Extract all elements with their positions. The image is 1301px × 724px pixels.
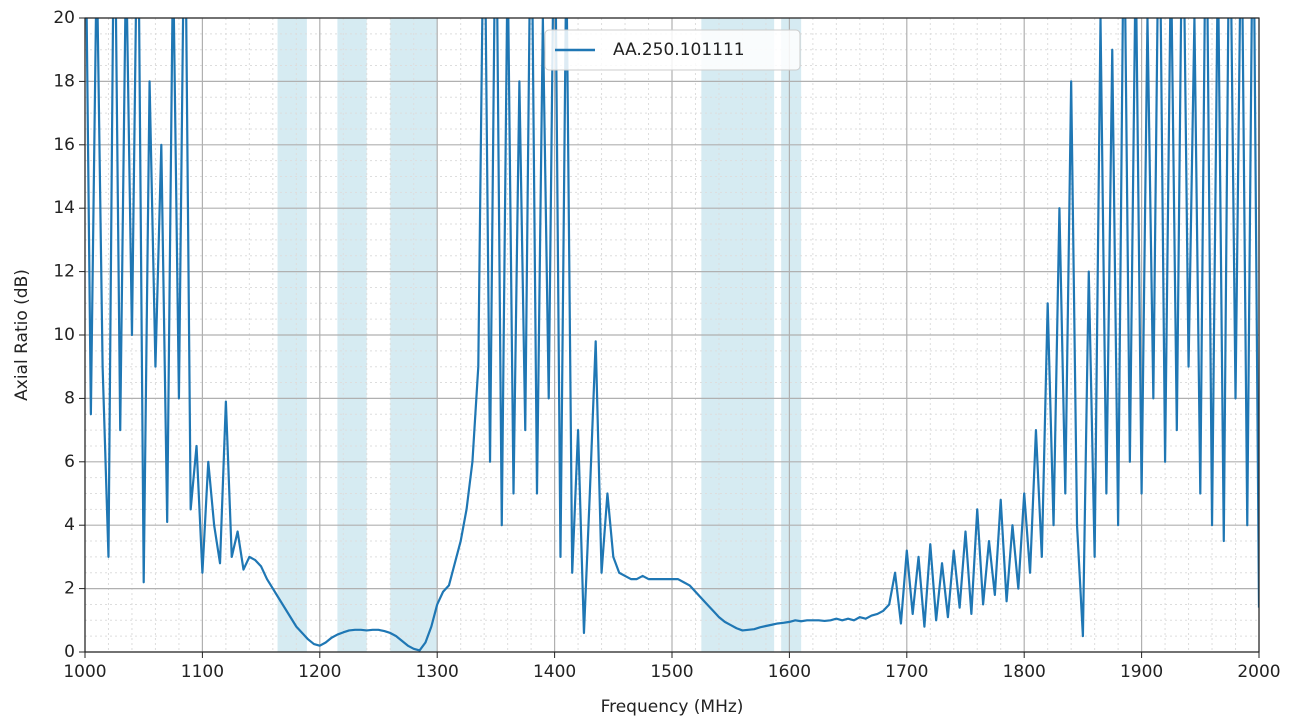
x-tick-label: 1200 bbox=[298, 662, 341, 682]
x-tick-label: 1100 bbox=[181, 662, 224, 682]
y-tick-label: 20 bbox=[53, 8, 75, 28]
x-tick-label: 1800 bbox=[1003, 662, 1046, 682]
x-tick-label: 1600 bbox=[768, 662, 811, 682]
y-tick-label: 14 bbox=[53, 198, 75, 218]
y-tick-label: 8 bbox=[64, 388, 75, 408]
x-tick-label: 2000 bbox=[1237, 662, 1280, 682]
x-tick-label: 1700 bbox=[885, 662, 928, 682]
y-tick-label: 0 bbox=[64, 642, 75, 662]
x-tick-label: 1300 bbox=[416, 662, 459, 682]
data-line bbox=[85, 18, 1259, 652]
y-tick-label: 12 bbox=[53, 262, 75, 282]
x-tick-label: 1000 bbox=[63, 662, 106, 682]
x-tick-label: 1400 bbox=[533, 662, 576, 682]
y-tick-label: 4 bbox=[64, 515, 75, 535]
y-tick-label: 6 bbox=[64, 452, 75, 472]
y-tick-label: 16 bbox=[53, 135, 75, 155]
y-tick-label: 2 bbox=[64, 579, 75, 599]
x-tick-label: 1500 bbox=[650, 662, 693, 682]
legend-box bbox=[544, 29, 801, 71]
x-axis-label: Frequency (MHz) bbox=[601, 697, 744, 717]
y-tick-label: 18 bbox=[53, 71, 75, 91]
y-axis-label: Axial Ratio (dB) bbox=[12, 269, 32, 401]
x-tick-label: 1900 bbox=[1120, 662, 1163, 682]
y-tick-label: 10 bbox=[53, 325, 75, 345]
legend-label: AA.250.101111 bbox=[613, 40, 745, 60]
